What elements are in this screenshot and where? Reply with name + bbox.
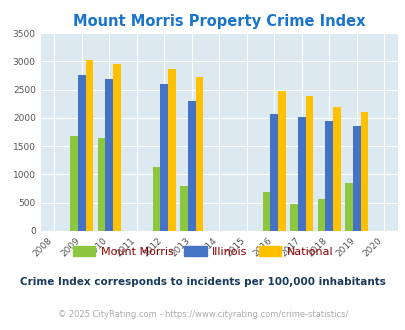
Bar [344, 183, 352, 231]
Bar [168, 69, 175, 231]
Bar [98, 138, 105, 231]
Bar [195, 77, 203, 231]
Bar [270, 115, 277, 231]
Bar [277, 91, 285, 231]
Bar [297, 117, 305, 231]
Bar [360, 112, 367, 231]
Text: © 2025 CityRating.com - https://www.cityrating.com/crime-statistics/: © 2025 CityRating.com - https://www.city… [58, 310, 347, 319]
Bar [188, 101, 195, 231]
Bar [305, 96, 313, 231]
Bar [85, 60, 93, 231]
Bar [113, 64, 121, 231]
Title: Mount Morris Property Crime Index: Mount Morris Property Crime Index [73, 14, 364, 29]
Bar [332, 107, 340, 231]
Bar [152, 167, 160, 231]
Bar [290, 204, 297, 231]
Legend: Mount Morris, Illinois, National: Mount Morris, Illinois, National [68, 242, 337, 261]
Bar [317, 199, 324, 231]
Bar [160, 84, 168, 231]
Bar [78, 75, 85, 231]
Bar [180, 186, 188, 231]
Text: Crime Index corresponds to incidents per 100,000 inhabitants: Crime Index corresponds to incidents per… [20, 278, 385, 287]
Bar [262, 192, 270, 231]
Bar [105, 80, 113, 231]
Bar [352, 126, 360, 231]
Bar [324, 121, 332, 231]
Bar [70, 136, 78, 231]
